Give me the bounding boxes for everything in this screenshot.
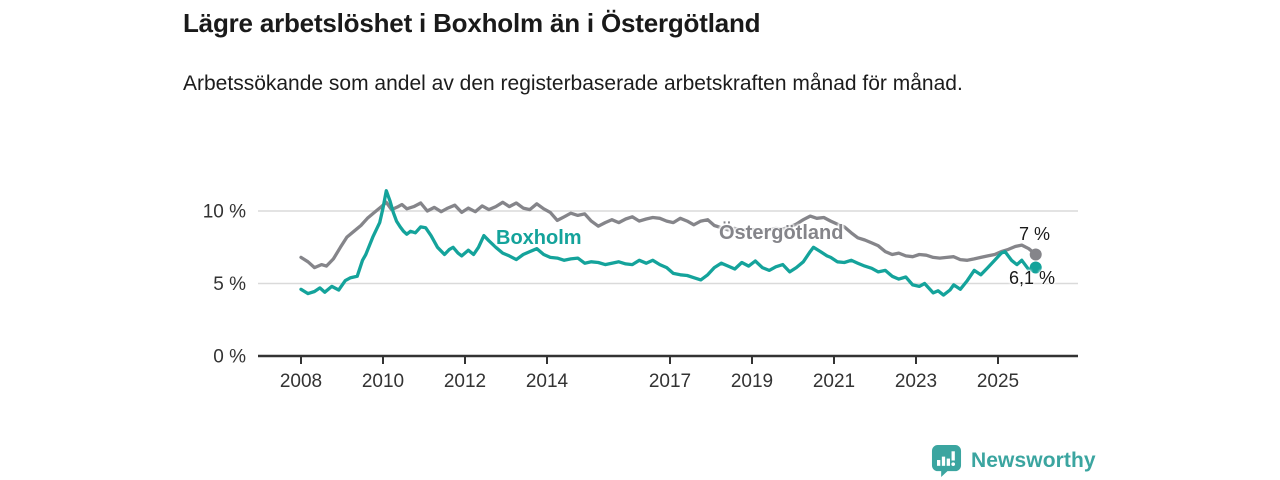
x-tick-label: 2008 <box>280 371 322 392</box>
x-tick-label: 2021 <box>813 371 855 392</box>
y-tick-label: 5 % <box>213 274 246 295</box>
y-tick-label: 10 % <box>203 202 246 223</box>
series-line-östergötland <box>299 200 1038 270</box>
newsworthy-logo: Newsworthy <box>931 444 1096 477</box>
series-label-boxholm: Boxholm <box>496 227 582 249</box>
x-tick-label: 2023 <box>895 371 937 392</box>
end-dot-östergötland <box>1029 248 1042 261</box>
series-line-boxholm <box>299 189 1038 297</box>
page-title: Lägre arbetslöshet i Boxholm än i Österg… <box>183 8 761 38</box>
newsworthy-icon <box>931 445 962 477</box>
x-tick-label: 2010 <box>362 371 404 392</box>
x-tick-label: 2025 <box>977 371 1019 392</box>
series-label-ostergotland: Östergötland <box>719 222 844 244</box>
page-subtitle: Arbetssökande som andel av den registerb… <box>183 72 963 95</box>
y-tick-label: 0 % <box>213 347 246 368</box>
end-value-ostergotland: 7 % <box>1019 224 1051 244</box>
x-tick-label: 2019 <box>731 371 773 392</box>
end-dot-boxholm <box>1029 261 1042 274</box>
x-tick-label: 2012 <box>444 371 486 392</box>
newsworthy-wordmark: Newsworthy <box>971 448 1096 472</box>
end-value-boxholm: 6,1 % <box>1009 268 1056 288</box>
x-tick-label: 2017 <box>649 371 691 392</box>
x-tick-label: 2014 <box>526 371 569 392</box>
